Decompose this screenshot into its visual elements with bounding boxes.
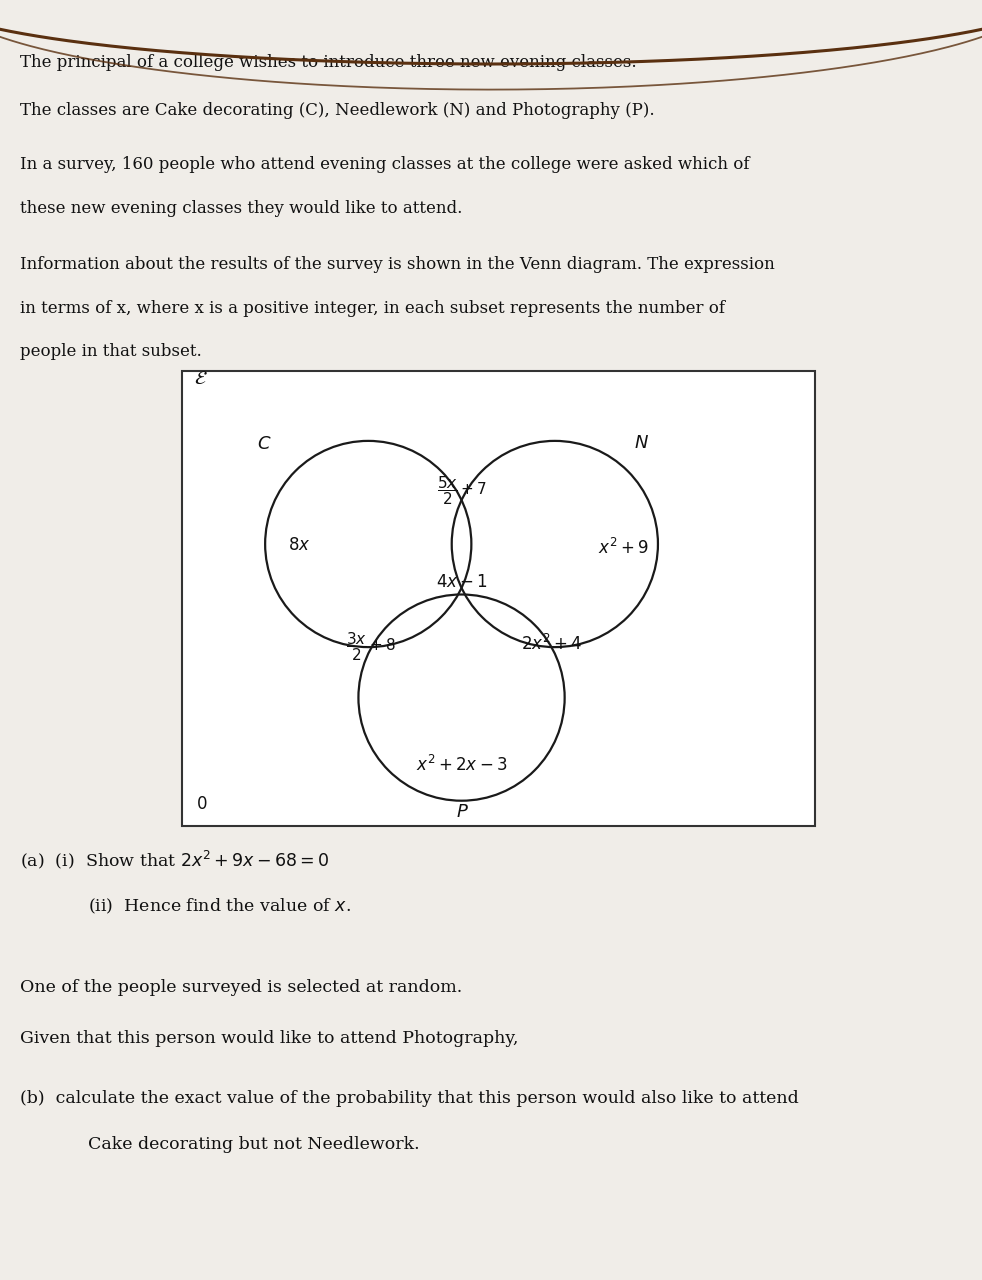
Text: $C$: $C$: [257, 435, 272, 453]
Text: In a survey, 160 people who attend evening classes at the college were asked whi: In a survey, 160 people who attend eveni…: [20, 156, 749, 173]
Text: Information about the results of the survey is shown in the Venn diagram. The ex: Information about the results of the sur…: [20, 256, 775, 273]
Text: $4x-1$: $4x-1$: [436, 573, 487, 591]
Text: The classes are Cake decorating (C), Needlework (N) and Photography (P).: The classes are Cake decorating (C), Nee…: [20, 102, 654, 119]
Text: $0$: $0$: [196, 796, 208, 813]
Text: people in that subset.: people in that subset.: [20, 343, 201, 360]
Text: $\dfrac{5x}{2}+7$: $\dfrac{5x}{2}+7$: [437, 474, 486, 507]
Text: (a)  (i)  Show that $2x^2+9x-68=0$: (a) (i) Show that $2x^2+9x-68=0$: [20, 849, 329, 872]
Text: $x^2+9$: $x^2+9$: [598, 538, 649, 558]
Text: (ii)  Hence find the value of $x$.: (ii) Hence find the value of $x$.: [88, 897, 352, 916]
Text: these new evening classes they would like to attend.: these new evening classes they would lik…: [20, 200, 462, 216]
Text: $N$: $N$: [634, 434, 649, 452]
Text: $\dfrac{3x}{2}+8$: $\dfrac{3x}{2}+8$: [347, 630, 396, 663]
Text: Given that this person would like to attend Photography,: Given that this person would like to att…: [20, 1030, 518, 1047]
Text: $8x$: $8x$: [289, 536, 310, 554]
Text: $P$: $P$: [456, 803, 468, 820]
Text: $x^2+2x-3$: $x^2+2x-3$: [415, 755, 508, 776]
Text: $2x^2+4$: $2x^2+4$: [521, 634, 582, 654]
Text: One of the people surveyed is selected at random.: One of the people surveyed is selected a…: [20, 979, 462, 996]
Text: in terms of x, where x is a positive integer, in each subset represents the numb: in terms of x, where x is a positive int…: [20, 300, 725, 316]
Bar: [182, 371, 815, 826]
Text: $\mathcal{E}$: $\mathcal{E}$: [194, 370, 208, 388]
Text: Cake decorating but not Needlework.: Cake decorating but not Needlework.: [88, 1137, 420, 1153]
Text: (b)  calculate the exact value of the probability that this person would also li: (b) calculate the exact value of the pro…: [20, 1091, 798, 1107]
Text: The principal of a college wishes to introduce three new evening classes.: The principal of a college wishes to int…: [20, 54, 636, 70]
